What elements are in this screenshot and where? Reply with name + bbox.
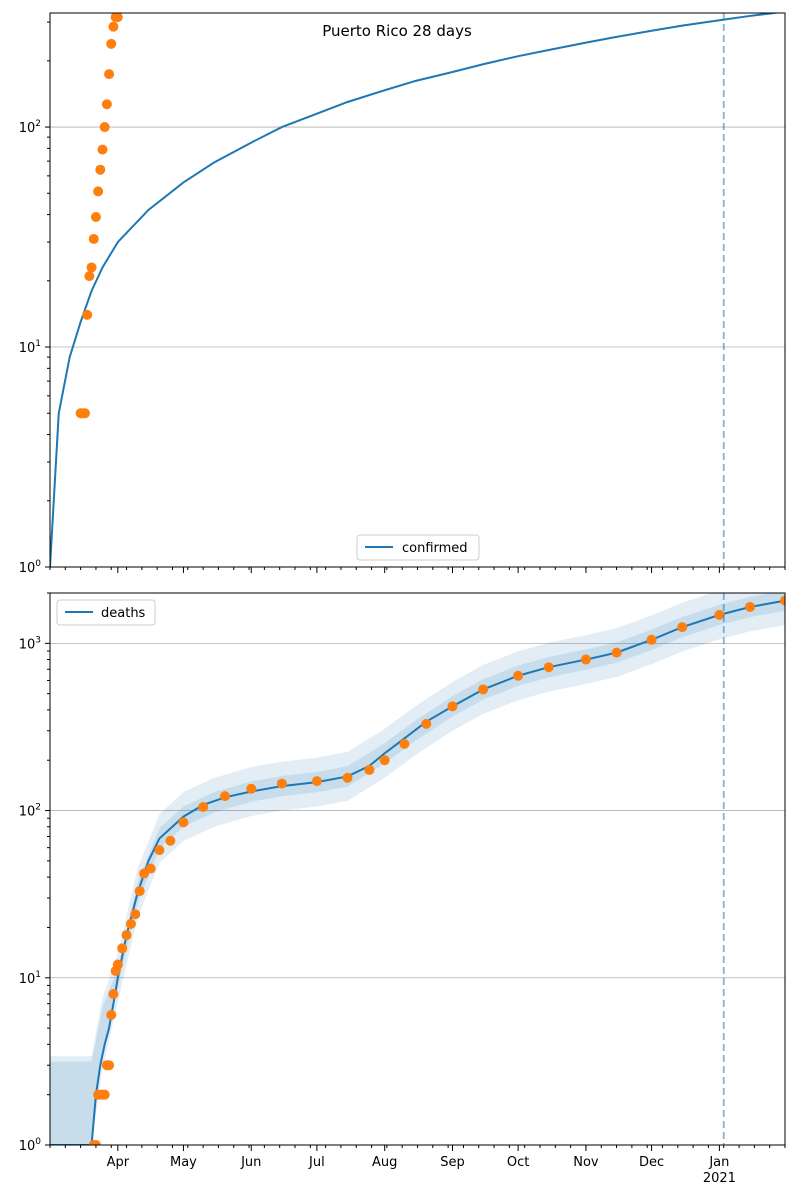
observed-point (121, 930, 132, 941)
observed-point (108, 21, 119, 32)
x-tick-label: May (170, 1155, 197, 1170)
observed-point (745, 601, 755, 612)
deaths-ticks: 100 101 102 103 Apr May Jun Jul Aug Sep Oct Nov Dec J… (19, 592, 786, 1186)
x-tick-label: Sep (440, 1155, 465, 1170)
observed-point (611, 647, 622, 658)
y-tick-label: 101 (19, 970, 41, 987)
observed-point (88, 233, 99, 244)
observed-point (399, 739, 410, 750)
deaths-series (50, 593, 785, 1145)
confirmed-grid (50, 126, 785, 348)
deaths-uncertainty-band (50, 593, 785, 1145)
observed-point (646, 634, 657, 645)
legend-label-confirmed: confirmed (402, 541, 468, 556)
confirmed-axes-frame (49, 12, 786, 568)
deaths-grid (50, 642, 785, 979)
observed-point (421, 718, 432, 729)
observed-point (101, 99, 112, 110)
confirmed-ticks: 100 101 102 (19, 21, 786, 576)
y-tick-label: 103 (19, 635, 41, 652)
observed-point (112, 13, 123, 23)
observed-point (108, 988, 119, 999)
x-tick-label: Nov (573, 1155, 599, 1170)
observed-point (90, 212, 101, 223)
band-outer (50, 593, 785, 1145)
observed-point (178, 817, 189, 828)
observed-point (198, 802, 209, 813)
observed-point (580, 654, 591, 665)
observed-point (714, 609, 725, 620)
y-tick-label: 101 (19, 339, 41, 356)
x-tick-label: Aug (372, 1155, 397, 1170)
x-tick-year-label: 2021 (703, 1171, 736, 1186)
observed-point (82, 309, 93, 320)
observed-point (478, 684, 489, 695)
observed-point (93, 186, 104, 197)
x-tick-label: Jul (308, 1155, 325, 1170)
legend-box (56, 599, 156, 626)
observed-point (86, 262, 97, 273)
x-tick-label: Dec (639, 1155, 664, 1170)
chart-title: Puerto Rico 28 days (322, 22, 472, 40)
observed-point (677, 622, 688, 633)
observed-point (543, 662, 554, 673)
y-tick-label: 102 (19, 803, 41, 820)
confirmed-legend: confirmed (356, 534, 480, 561)
observed-point (154, 845, 165, 856)
observed-point (145, 863, 156, 874)
observed-point (165, 835, 176, 846)
observed-point (130, 909, 141, 920)
x-tick-label: Jan (708, 1155, 729, 1170)
series-line-deaths (50, 599, 785, 1145)
observed-point (97, 144, 108, 155)
observed-point (104, 69, 115, 80)
confirmed-series (50, 13, 782, 567)
deaths-panel: 100 101 102 103 Apr May Jun Jul Aug Sep Oct Nov Dec J… (19, 592, 786, 1186)
observed-point (95, 164, 106, 175)
observed-point (134, 886, 145, 897)
observed-point (342, 772, 353, 783)
x-tick-label: Jun (240, 1155, 261, 1170)
observed-point (379, 755, 390, 766)
observed-point (117, 943, 128, 954)
band-inner (50, 593, 785, 1145)
observed-point (246, 783, 257, 794)
observed-point (447, 701, 458, 712)
observed-point (513, 670, 524, 681)
observed-point (106, 1009, 117, 1020)
deaths-axes-frame (49, 592, 786, 1146)
observed-point (104, 1060, 115, 1071)
series-line-confirmed (50, 13, 782, 567)
legend-box (356, 534, 480, 561)
y-tick-label: 102 (19, 119, 41, 136)
observed-point (125, 918, 136, 929)
observed-point (99, 1089, 110, 1100)
observed-point (80, 408, 90, 419)
confirmed-panel: 100 101 102 Puerto Rico 28 days confirmed (19, 12, 786, 576)
legend-label-deaths: deaths (101, 606, 146, 621)
observed-point (112, 959, 123, 970)
observed-point (276, 778, 287, 789)
y-tick-label: 100 (19, 1137, 42, 1154)
observed-point (99, 122, 110, 133)
observed-point (311, 776, 322, 787)
observed-point (220, 791, 230, 802)
observed-point (90, 1140, 101, 1145)
observed-point (84, 271, 95, 282)
observed-point (106, 38, 117, 49)
x-tick-label: Apr (107, 1155, 130, 1170)
deaths-legend: deaths (56, 599, 156, 626)
x-tick-label: Oct (507, 1155, 529, 1170)
observed-point (780, 595, 785, 606)
observed-point (364, 764, 375, 775)
y-tick-label: 100 (19, 559, 42, 576)
